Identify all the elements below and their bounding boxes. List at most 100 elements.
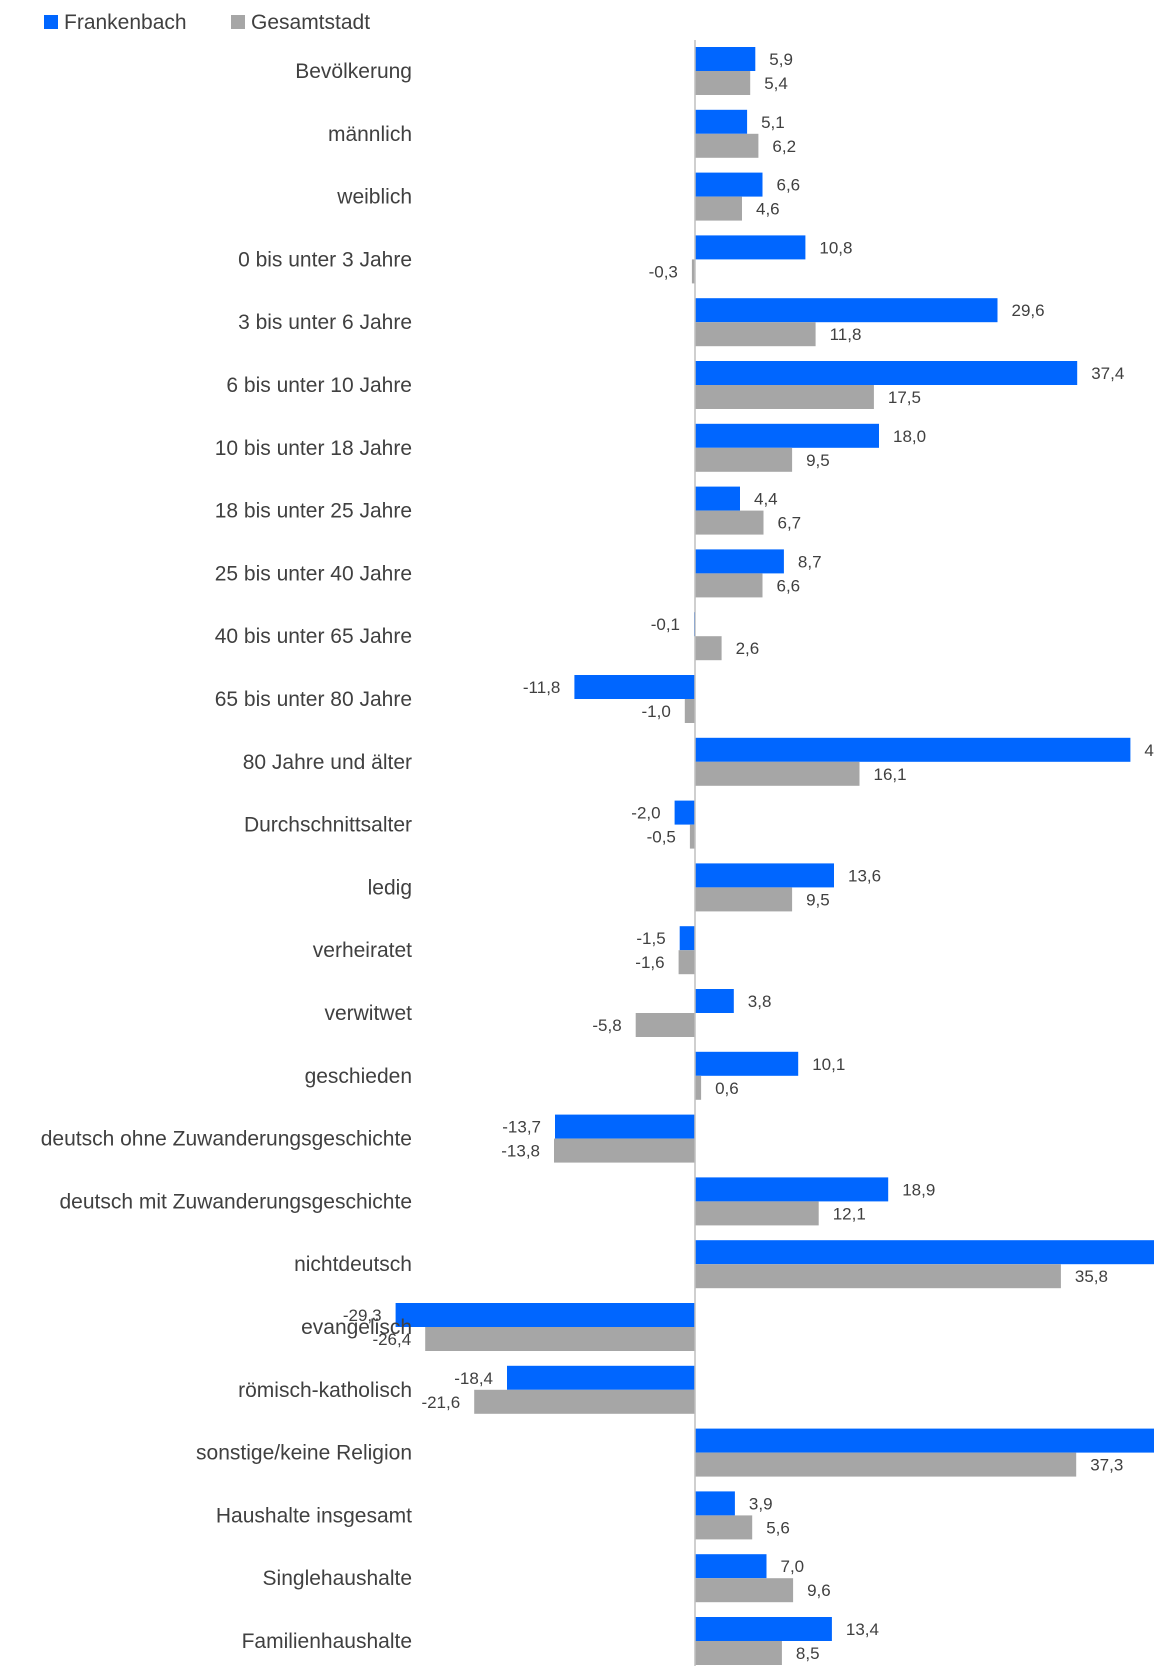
data-label: 8,5 [796,1644,820,1663]
bar-frankenbach [695,1554,767,1579]
bar-frankenbach [695,1617,832,1641]
category-label: 0 bis unter 3 Jahre [238,248,412,271]
data-label: 4,4 [754,490,778,509]
data-label: -2,0 [631,804,660,823]
bar-gesamtstadt [695,447,793,472]
legend-label: Gesamtstadt [251,11,370,34]
bar-frankenbach [695,298,998,323]
bar-frankenbach [695,549,784,574]
data-label: 18,9 [902,1180,935,1199]
data-label: -29,3 [343,1306,382,1325]
data-label: 35,8 [1075,1267,1108,1286]
category-label: verheiratet [313,939,412,962]
data-label: 17,5 [888,388,921,407]
category-label: Durchschnittsalter [244,814,412,837]
data-label: 5,4 [764,74,788,93]
bar-frankenbach [679,926,695,951]
data-label: 9,6 [807,1581,831,1600]
data-label: -1,0 [642,702,671,721]
data-label: 18,0 [893,427,926,446]
data-label: -1,5 [636,929,665,948]
bar-frankenbach [695,863,834,888]
data-label: 42,6 [1144,741,1154,760]
bar-gesamtstadt [695,1201,819,1226]
category-label: 25 bis unter 40 Jahre [215,562,412,585]
data-label: 13,4 [846,1620,879,1639]
category-label: evangelisch [301,1316,412,1339]
data-label: 4,6 [756,200,780,219]
data-label: 7,0 [781,1557,805,1576]
bar-frankenbach [695,235,806,260]
bar-gesamtstadt [695,322,816,347]
bar-frankenbach [695,486,740,511]
data-label: 16,1 [874,765,907,784]
bar-gesamtstadt [695,385,874,409]
bars [395,47,1154,1665]
data-label: -0,1 [651,615,680,634]
data-label: 13,6 [848,866,881,885]
bar-frankenbach [695,1428,1154,1453]
category-label: nichtdeutsch [294,1253,412,1276]
category-label: Familienhaushalte [242,1630,412,1653]
data-label: 0,6 [715,1079,739,1098]
bar-frankenbach [674,800,695,825]
bar-frankenbach [695,989,734,1013]
bar-frankenbach [695,1177,889,1202]
category-label: sonstige/keine Religion [196,1442,412,1465]
data-label: 37,4 [1091,364,1124,383]
bar-gesamtstadt [695,1578,794,1603]
bar-gesamtstadt [695,887,793,912]
category-label: 40 bis unter 65 Jahre [215,625,412,648]
data-label: -0,3 [649,262,678,281]
bar-frankenbach [695,1240,1154,1265]
category-label: deutsch mit Zuwanderungsgeschichte [59,1190,412,1213]
bar-gesamtstadt [695,1452,1077,1477]
bar-gesamtstadt [695,1264,1061,1289]
category-label: verwitwet [324,1002,412,1025]
data-label: 6,2 [772,137,796,156]
data-label: -21,6 [421,1393,460,1412]
bar-gesamtstadt [474,1389,695,1414]
data-label: 10,1 [812,1055,845,1074]
data-label: -13,7 [502,1118,541,1137]
data-label: 11,8 [830,325,862,344]
bar-frankenbach [395,1303,695,1327]
bar-frankenbach [695,423,879,448]
bar-gesamtstadt [691,259,695,284]
bar-frankenbach [507,1365,695,1390]
bar-gesamtstadt [635,1013,695,1037]
legend: Frankenbach Gesamtstadt [44,11,370,34]
bar-gesamtstadt [689,824,695,849]
category-label: 80 Jahre und älter [243,751,412,774]
category-label: deutsch ohne Zuwanderungsgeschichte [41,1128,412,1151]
value-labels: 5,9 5,1 6,6 10,8 29,6 37,4 18,0 4,4 8,7 -0,1 -11,8… [343,50,1154,1663]
bar-gesamtstadt [695,71,751,95]
category-label: 18 bis unter 25 Jahre [215,500,412,523]
bar-gesamtstadt [695,1075,702,1100]
bar-gesamtstadt [678,950,695,975]
category-label: Singlehaushalte [263,1567,412,1590]
bar-frankenbach [695,172,763,197]
legend-swatch [44,15,58,29]
bar-gesamtstadt [695,636,722,661]
bar-frankenbach [695,1491,735,1516]
data-label: 6,7 [778,514,802,533]
bar-frankenbach [574,675,695,699]
data-label: 5,9 [769,50,793,69]
data-label: -5,8 [592,1016,621,1035]
bar-gesamtstadt [695,133,759,158]
data-label: 9,5 [806,890,830,909]
category-label: 6 bis unter 10 Jahre [226,374,412,397]
legend-label: Frankenbach [64,11,187,34]
data-label: -11,8 [523,678,561,697]
bar-frankenbach [695,109,748,134]
data-label: -26,4 [372,1330,411,1349]
bar-frankenbach [695,361,1078,385]
data-label: -13,8 [501,1142,540,1161]
bar-frankenbach [555,1114,695,1139]
data-label: 2,6 [736,639,760,658]
data-label: 37,3 [1090,1456,1123,1475]
data-label: 8,7 [798,552,822,571]
data-label: 9,5 [806,451,830,470]
